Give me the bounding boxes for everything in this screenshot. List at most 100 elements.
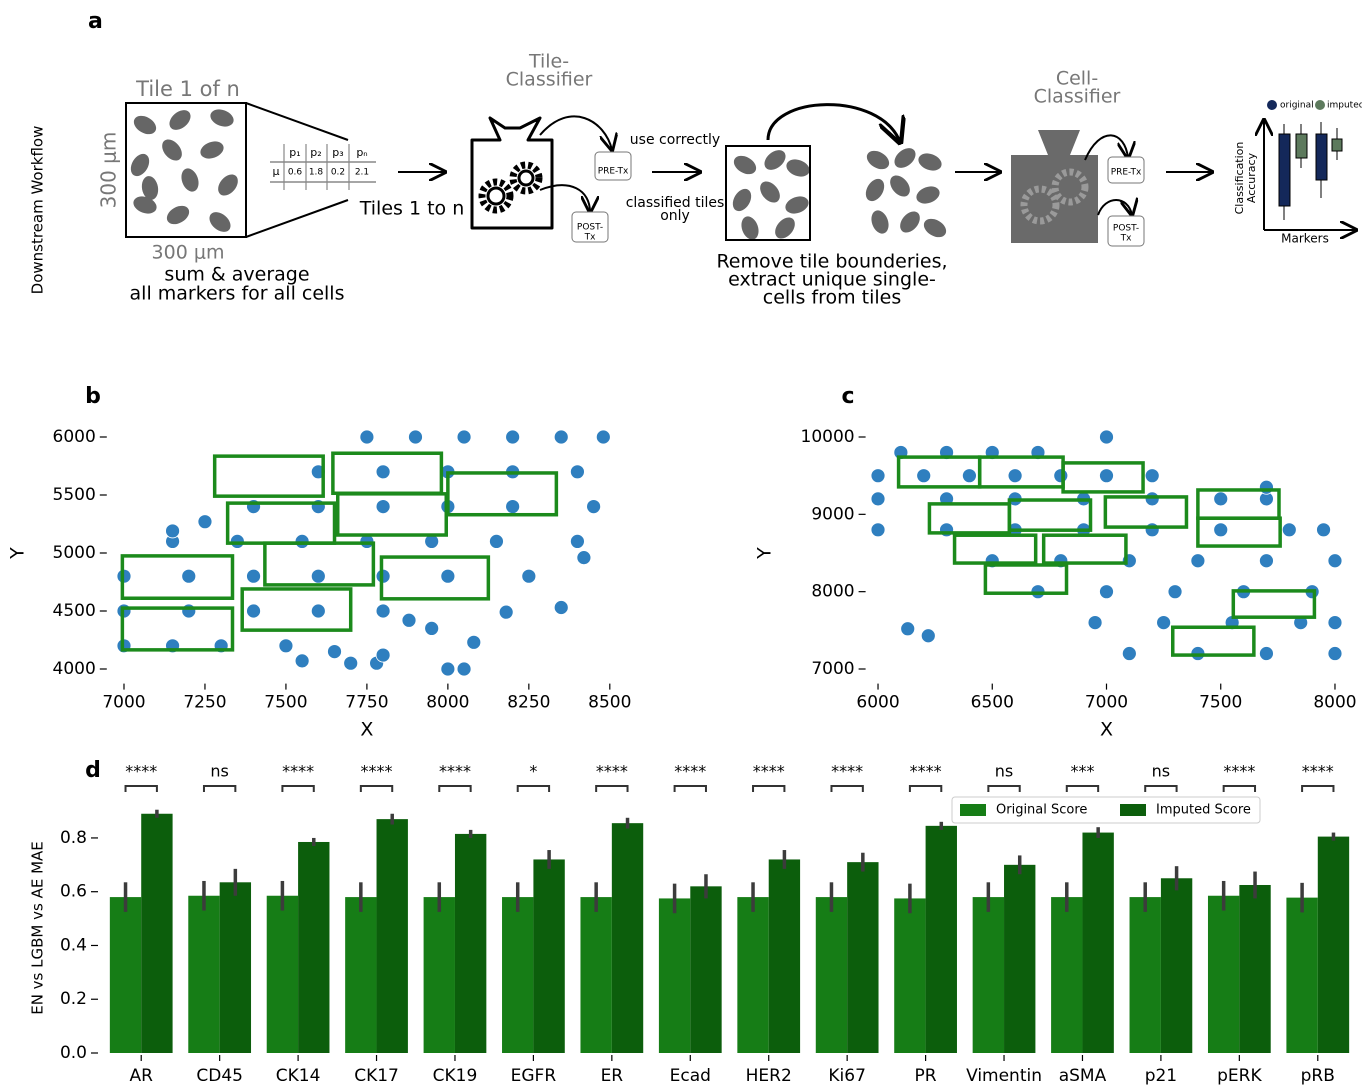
table-row-label: μ [273, 165, 280, 178]
arrow-note: use correctly [630, 132, 720, 148]
side-label: Downstream Workflow [29, 126, 47, 295]
extract-cells [729, 144, 949, 242]
cell [729, 186, 755, 215]
significance: **** [753, 762, 785, 781]
cell [771, 214, 799, 243]
cell [756, 178, 784, 207]
point [1100, 469, 1114, 483]
zoom-line [246, 103, 348, 140]
x-tick-label: 8000 [426, 693, 469, 713]
bar [1208, 896, 1239, 1053]
point [441, 662, 455, 676]
x-tick-label: 8000 [1313, 693, 1356, 713]
x-tick-label: 7250 [183, 693, 226, 713]
point [1145, 469, 1159, 483]
significance: **** [596, 762, 628, 781]
x-axis-label: X [1100, 719, 1113, 741]
tile-box [338, 494, 446, 535]
significance: **** [674, 762, 706, 781]
x-tick-label: ER [601, 1066, 624, 1086]
point [917, 469, 931, 483]
arrow [768, 105, 900, 142]
point [871, 469, 885, 483]
bar [220, 882, 251, 1053]
y-axis-label: Y [7, 547, 29, 560]
significance-bracket [1224, 786, 1255, 792]
body: {"panel_a": { "label": "a", "side_label"… [0, 0, 1362, 1087]
legend-label: Imputed Score [1156, 803, 1251, 818]
table-cell: 1.8 [309, 168, 324, 178]
tile-title: Tile 1 of n [135, 77, 240, 101]
x-tick-label: 7000 [102, 693, 145, 713]
storage-label: POST- [1113, 224, 1139, 234]
x-tick-label: Ecad [670, 1066, 711, 1086]
bar [737, 897, 768, 1053]
cell [886, 172, 914, 201]
significance-bracket [204, 786, 235, 792]
mini-legend: original [1280, 101, 1314, 111]
y-tick-label: 10000 [801, 427, 855, 447]
table-header: p₁ [289, 146, 300, 159]
y-tick-label: 0.6 [60, 882, 87, 902]
significance-bracket [988, 786, 1019, 792]
bar [1239, 885, 1270, 1053]
significance-bracket [596, 786, 627, 792]
point [295, 654, 309, 668]
arrow-note: only [660, 208, 690, 224]
tile-cells [127, 106, 242, 236]
point [198, 515, 212, 529]
significance: ns [210, 762, 228, 781]
cell [214, 171, 242, 200]
point [587, 500, 601, 514]
cell [914, 183, 942, 206]
point [1054, 469, 1068, 483]
bar [377, 819, 408, 1053]
point [344, 656, 358, 670]
point [1259, 554, 1273, 568]
point [247, 604, 261, 618]
cell [166, 106, 195, 134]
extract-caption: cells from tiles [763, 287, 901, 309]
significance-bracket [518, 786, 549, 792]
y-tick-label: 0.2 [60, 989, 87, 1009]
table-header: p₂ [310, 146, 321, 159]
x-tick-label: HER2 [746, 1066, 792, 1086]
bar [188, 896, 219, 1053]
significance: ns [1152, 762, 1170, 781]
y-axis-label: Y [754, 547, 776, 560]
point [1214, 492, 1228, 506]
bar [973, 897, 1004, 1053]
point [506, 500, 520, 514]
y-tick-label: 5000 [53, 543, 96, 563]
point [1214, 523, 1228, 537]
x-axis-label: X [360, 719, 373, 741]
point [554, 601, 568, 615]
x-tick-label: 8500 [588, 693, 631, 713]
tile-box [985, 565, 1066, 593]
bar [110, 897, 141, 1053]
y-axis-label: EN vs LGBM vs AE MAE [29, 841, 47, 1015]
tile-box [215, 456, 323, 496]
point [402, 613, 416, 627]
y-tick-label: 7000 [811, 659, 854, 679]
bar [424, 897, 455, 1053]
significance: **** [1302, 762, 1334, 781]
cell [731, 152, 760, 178]
x-tick-label: 8250 [507, 693, 550, 713]
table-header: p₃ [332, 146, 343, 159]
bar [894, 898, 925, 1053]
zoom-line [246, 200, 348, 237]
x-tick-label: EGFR [511, 1066, 557, 1086]
arrow [1098, 200, 1132, 215]
significance-bracket [675, 786, 706, 792]
point [182, 604, 196, 618]
significance: **** [831, 762, 863, 781]
tile-box [448, 473, 556, 515]
tile-box [381, 557, 488, 599]
bar [816, 897, 847, 1053]
significance-bracket [1067, 786, 1098, 792]
cell [896, 208, 924, 237]
point [247, 569, 261, 583]
cell [178, 166, 201, 194]
